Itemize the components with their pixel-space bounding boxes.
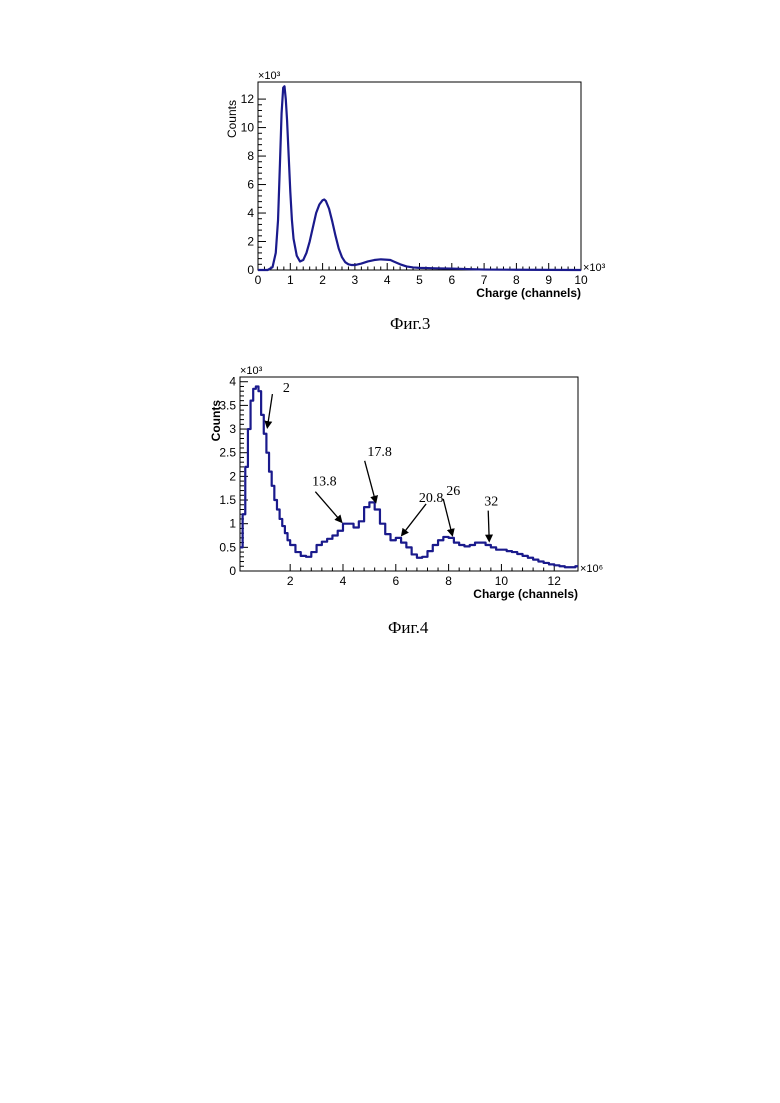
annotation-label: 20.8: [419, 491, 444, 506]
y-tick-label: 6: [247, 178, 254, 192]
annotation-label: 17.8: [367, 445, 392, 460]
y-axis-label: Counts: [209, 400, 223, 442]
y-tick-label: 1.5: [219, 493, 236, 507]
y-multiplier: ×10³: [258, 70, 281, 82]
plot-frame: [258, 82, 581, 270]
y-tick-label: 0: [247, 263, 254, 277]
annotation-label: 26: [446, 484, 460, 499]
y-tick-label: 1: [229, 517, 236, 531]
x-tick-label: 8: [513, 273, 520, 287]
x-tick-label: 9: [545, 273, 552, 287]
y-tick-label: 0.5: [219, 540, 236, 554]
figure-caption-4: Фиг.4: [388, 618, 428, 638]
figure-caption-3: Фиг.3: [390, 314, 430, 334]
x-tick-label: 5: [416, 273, 423, 287]
x-tick-label: 8: [445, 574, 452, 588]
y-tick-label: 2: [229, 469, 236, 483]
chart-1: 012345678910024681012Charge (channels)Co…: [225, 70, 606, 300]
annotation-arrow: [365, 461, 376, 502]
x-tick-label: 6: [448, 273, 455, 287]
x-tick-label: 4: [340, 574, 347, 588]
x-axis-label: Charge (channels): [476, 286, 581, 300]
annotation-arrow: [443, 499, 452, 535]
x-tick-label: 2: [319, 273, 326, 287]
x-tick-label: 1: [287, 273, 294, 287]
x-tick-label: 3: [352, 273, 359, 287]
annotation-arrow: [267, 394, 272, 427]
series-line: [240, 386, 578, 567]
y-multiplier: ×10³: [240, 365, 263, 377]
series-line: [258, 86, 581, 270]
annotation-arrow: [315, 492, 341, 522]
x-tick-label: 2: [287, 574, 294, 588]
x-tick-label: 0: [255, 273, 262, 287]
x-multiplier: ×10³: [583, 262, 606, 274]
y-tick-label: 2: [247, 235, 254, 249]
x-tick-label: 12: [548, 574, 562, 588]
x-tick-label: 6: [392, 574, 399, 588]
annotation-label: 32: [484, 495, 498, 510]
x-multiplier: ×10⁶: [580, 563, 603, 575]
y-tick-label: 4: [247, 206, 254, 220]
annotation-label: 2: [283, 381, 290, 396]
y-tick-label: 8: [247, 149, 254, 163]
chart-2: 2468101200.511.522.533.54Charge (channel…: [209, 365, 603, 601]
y-tick-label: 3: [229, 422, 236, 436]
y-tick-label: 12: [241, 92, 255, 106]
x-tick-label: 4: [384, 273, 391, 287]
x-tick-label: 7: [481, 273, 488, 287]
annotation-arrow: [488, 511, 489, 541]
x-tick-label: 10: [495, 574, 509, 588]
y-tick-label: 0: [229, 564, 236, 578]
y-tick-label: 4: [229, 375, 236, 389]
x-axis-label: Charge (channels): [473, 587, 578, 601]
annotation-label: 13.8: [312, 475, 337, 490]
y-axis-label: Counts: [225, 100, 239, 138]
annotation-arrow: [402, 504, 426, 535]
x-tick-label: 10: [574, 273, 588, 287]
y-tick-label: 10: [241, 121, 255, 135]
y-tick-label: 2.5: [219, 446, 236, 460]
